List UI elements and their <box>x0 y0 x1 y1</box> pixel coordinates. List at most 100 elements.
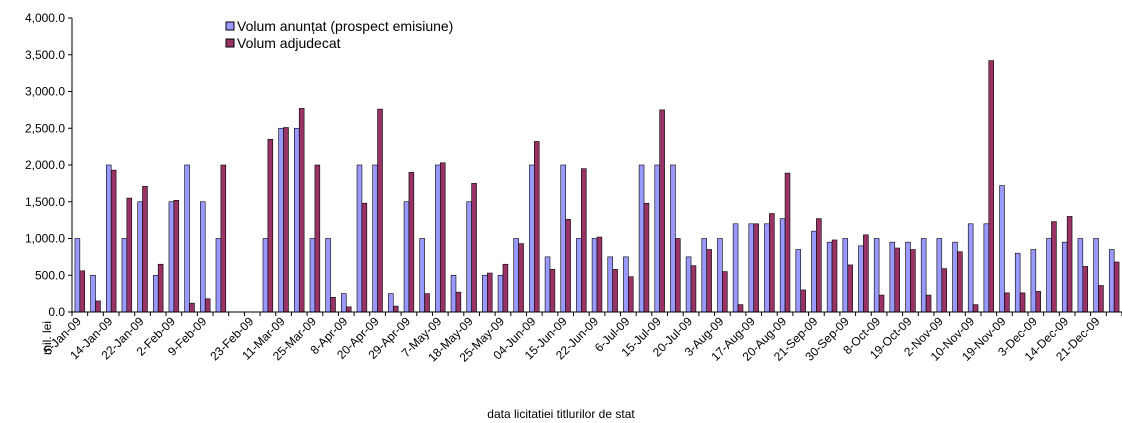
bar-adjudecat <box>769 213 775 313</box>
bar-anuntat <box>717 238 723 313</box>
bar-anuntat <box>826 241 833 313</box>
bar-anuntat <box>168 201 175 313</box>
bar-adjudecat <box>1066 216 1073 313</box>
bar-adjudecat <box>690 265 697 313</box>
bar-adjudecat <box>957 251 963 313</box>
bar-adjudecat <box>455 291 462 313</box>
bar-adjudecat <box>894 247 900 313</box>
bar-adjudecat <box>581 168 587 313</box>
bar-anuntat <box>952 241 958 313</box>
bar-anuntat <box>341 293 347 313</box>
bars <box>74 60 1120 313</box>
legend-label-adjudecat: Volum adjudecat <box>237 35 341 51</box>
bar-adjudecat <box>659 109 665 313</box>
bar-anuntat <box>90 274 96 313</box>
bar-adjudecat <box>314 164 321 313</box>
y-axis-ticks: 0.0 500.0 1,000.0 1,500.0 2,000.0 2,500.0 3,00… <box>25 11 72 319</box>
bar-anuntat <box>403 201 410 313</box>
bar-adjudecat <box>424 293 430 313</box>
y-tick-label: 1,000.0 <box>25 232 65 246</box>
bar-anuntat <box>842 238 849 313</box>
bar-anuntat <box>983 223 990 313</box>
bar-anuntat <box>388 293 394 313</box>
bar-adjudecat <box>330 296 336 313</box>
bar-anuntat <box>685 256 692 313</box>
bar-anuntat <box>309 238 316 313</box>
bar-adjudecat <box>518 243 524 313</box>
y-tick-label: 3,000.0 <box>25 85 65 99</box>
bar-adjudecat <box>596 236 603 313</box>
y-tick-label: 2,500.0 <box>25 121 65 135</box>
bar-adjudecat <box>408 172 415 313</box>
bar-adjudecat <box>173 199 180 313</box>
bar-anuntat <box>936 238 943 313</box>
y-axis-title: mil. lei <box>40 321 54 355</box>
bar-anuntat <box>544 256 551 313</box>
y-tick-label: 500.0 <box>35 268 65 282</box>
bar-anuntat <box>920 238 927 313</box>
bar-anuntat <box>607 256 613 313</box>
y-tick-label: 3,500.0 <box>25 48 65 62</box>
bar-anuntat <box>576 238 582 313</box>
x-axis-title: data licitatiei titlurilor de stat <box>487 407 635 421</box>
bar-adjudecat <box>878 294 885 313</box>
bar-adjudecat <box>910 249 916 313</box>
bar-anuntat <box>262 238 269 313</box>
bar-adjudecat <box>126 197 133 313</box>
bar-anuntat <box>184 164 190 313</box>
bar-anuntat <box>1093 238 1099 313</box>
bar-anuntat <box>294 127 300 313</box>
bar-adjudecat <box>1113 261 1120 313</box>
x-axis-ticks: 5-Jan-0914-Jan-0922-Jan-092-Feb-099-Feb-… <box>41 312 1122 365</box>
bar-adjudecat <box>439 162 446 313</box>
bar-adjudecat <box>345 306 352 313</box>
legend-label-anuntat: Volum anunțat (prospect emisiune) <box>237 18 453 34</box>
bar-anuntat <box>905 241 911 313</box>
bar-adjudecat <box>267 138 274 313</box>
bar-adjudecat <box>1098 285 1104 313</box>
bar-anuntat <box>137 201 143 313</box>
bar-adjudecat <box>142 186 148 313</box>
bar-adjudecat <box>534 141 540 313</box>
bar-adjudecat <box>486 272 493 313</box>
bar-anuntat <box>372 164 378 313</box>
bar-anuntat <box>152 274 159 313</box>
bar-adjudecat <box>565 219 571 313</box>
bar-adjudecat <box>941 268 947 313</box>
bar-anuntat <box>419 238 425 313</box>
bar-adjudecat <box>800 289 806 313</box>
bar-adjudecat <box>925 294 932 313</box>
bar-anuntat <box>873 238 880 313</box>
bar-anuntat <box>215 238 222 313</box>
bar-adjudecat <box>392 305 399 313</box>
bar-anuntat <box>623 256 629 313</box>
bar-adjudecat <box>157 263 164 313</box>
legend-swatch-adjudecat <box>225 38 235 48</box>
bar-adjudecat <box>737 304 744 313</box>
bar-adjudecat <box>1082 266 1089 313</box>
bar-adjudecat <box>643 202 650 313</box>
bar-adjudecat <box>863 234 869 313</box>
bar-adjudecat <box>784 172 791 313</box>
bar-anuntat <box>779 218 786 313</box>
bar-anuntat <box>764 223 770 313</box>
bar-anuntat <box>74 238 81 313</box>
bar-anuntat <box>638 164 645 313</box>
bar-adjudecat <box>220 164 227 313</box>
bar-adjudecat <box>361 202 368 313</box>
bar-adjudecat <box>1035 291 1042 313</box>
bar-adjudecat <box>831 239 838 313</box>
bar-anuntat <box>560 164 566 313</box>
bar-adjudecat <box>675 238 681 313</box>
bar-adjudecat <box>722 271 728 313</box>
bar-adjudecat <box>1004 292 1010 313</box>
bar-adjudecat <box>753 223 759 313</box>
bar-anuntat <box>1014 252 1021 313</box>
bar-anuntat <box>654 164 660 313</box>
legend: Volum anunțat (prospect emisiune) Volum … <box>225 18 453 51</box>
bar-adjudecat <box>377 108 383 313</box>
bar-anuntat <box>121 238 128 313</box>
bar-anuntat <box>435 164 441 313</box>
bar-anuntat <box>200 201 206 313</box>
bar-anuntat <box>732 223 739 313</box>
